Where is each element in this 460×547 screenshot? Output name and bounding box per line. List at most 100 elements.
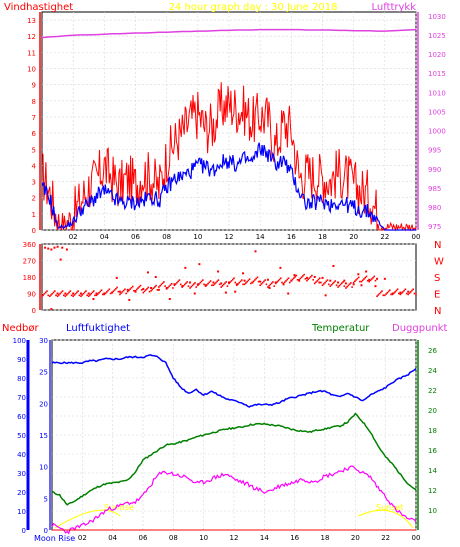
wind-direction-point — [287, 292, 290, 295]
time-tick-label: 22 — [380, 233, 389, 241]
wind-direction-point — [183, 283, 186, 286]
wind-direction-point — [246, 280, 248, 283]
wind-direction-point — [393, 292, 395, 294]
wind-direction-point — [147, 286, 150, 289]
temperature-tick-label: 22 — [428, 387, 437, 395]
wind-direction-point — [198, 263, 201, 266]
wind-direction-point — [42, 294, 45, 296]
wind-direction-point — [296, 278, 299, 281]
wind-direction-point — [361, 279, 364, 282]
direction-tick-label: 360 — [23, 241, 36, 249]
wind-direction-point — [300, 276, 303, 278]
wind-direction-point — [243, 279, 246, 282]
wind-direction-point — [195, 286, 198, 288]
temperature-tick-label: 18 — [428, 427, 437, 435]
wind-direction-point — [342, 281, 344, 283]
time-tick-label: 20 — [349, 233, 358, 241]
wind-direction-point — [170, 282, 173, 285]
wind-direction-point — [108, 288, 111, 291]
wind-direction-point — [411, 289, 413, 292]
precipitation-tick-label: 10 — [17, 508, 26, 516]
wind-speed-tick-label: 9 — [32, 82, 36, 90]
wind-direction-point — [279, 266, 282, 269]
compass-label: W — [434, 257, 444, 268]
wind-direction-point — [400, 292, 403, 294]
pressure-axis-label: Lufttrykk — [371, 2, 416, 13]
wind-direction-point — [335, 284, 338, 287]
wind-direction-point — [78, 294, 81, 297]
wind-direction-point — [230, 280, 233, 282]
precipitation-tick-label: 40 — [17, 451, 26, 459]
wind-direction-point — [206, 284, 208, 286]
wind-direction-point — [154, 286, 156, 288]
wind-direction-point — [396, 288, 399, 291]
dewpoint-line — [51, 465, 417, 535]
time-tick-label: 12 — [225, 233, 234, 241]
compass-label: E — [434, 290, 440, 301]
wind-direction-point — [50, 308, 53, 311]
wind-direction-point — [72, 292, 75, 295]
wind-direction-point — [50, 294, 52, 296]
precipitation-tick-label: 100 — [13, 337, 26, 345]
wind-direction-point — [251, 281, 254, 284]
wind-direction-point — [125, 292, 127, 295]
wind-direction-point — [198, 283, 200, 285]
temperature-tick-label: 10 — [428, 507, 437, 515]
compass-label: N — [434, 306, 441, 317]
wind-direction-point — [148, 290, 151, 293]
wind-direction-point — [184, 266, 187, 269]
wind-direction-point — [407, 290, 410, 293]
wind-direction-point — [204, 285, 207, 287]
wind-direction-point — [305, 276, 308, 279]
wind-gust-line — [41, 82, 417, 232]
wind-direction-point — [294, 276, 296, 278]
wind-direction-point — [95, 292, 98, 295]
wind-direction-point — [352, 281, 355, 284]
wind-direction-point — [331, 282, 334, 285]
precipitation-tick-label: 60 — [17, 413, 26, 421]
temperature-line — [51, 412, 417, 506]
pressure-tick-label: 995 — [428, 147, 441, 155]
wind-direction-point — [58, 294, 60, 296]
wind-direction-point — [279, 277, 282, 280]
wind-direction-point — [217, 279, 220, 281]
wind-direction-point — [213, 283, 216, 285]
wind-direction-point — [197, 284, 199, 287]
wind-direction-point — [83, 291, 86, 294]
wind-direction-point — [91, 291, 94, 294]
wind-direction-point — [126, 290, 129, 293]
wind-direction-point — [283, 281, 286, 283]
wind-direction-point — [322, 283, 325, 285]
temperature-tick-label: 24 — [428, 367, 437, 375]
wind-direction-point — [98, 291, 100, 294]
wind-direction-point — [193, 292, 196, 295]
wind-direction-point — [405, 292, 408, 295]
wind-direction-point — [220, 286, 223, 288]
wind-direction-point — [347, 284, 350, 287]
time-tick-label: 00 — [412, 233, 421, 241]
wind-direction-point — [370, 278, 373, 280]
time-tick-label: 16 — [287, 233, 296, 241]
wind-direction-point — [272, 281, 274, 283]
time-tick-label: 18 — [321, 534, 330, 542]
wind-direction-point — [299, 277, 302, 280]
wind-direction-point — [325, 280, 328, 283]
wind-direction-point — [146, 287, 148, 290]
pressure-tick-label: 1020 — [428, 51, 446, 59]
wind-direction-point — [53, 246, 56, 249]
wind-direction-point — [304, 278, 307, 280]
wind-direction-point — [130, 287, 133, 289]
time-tick-label: 10 — [199, 534, 208, 542]
humidity-tick-label: 15 — [39, 432, 48, 440]
wind-direction-point — [181, 285, 184, 288]
wind-speed-tick-label: 5 — [32, 146, 36, 154]
time-tick-label: 06 — [131, 233, 140, 241]
wind-direction-point — [168, 298, 171, 300]
wind-direction-point — [399, 293, 402, 296]
wind-direction-point — [174, 283, 177, 285]
precipitation-tick-label: 70 — [17, 394, 26, 402]
wind-direction-point — [73, 294, 76, 296]
time-tick-label: 18 — [318, 233, 327, 241]
humidity-tick-label: 0 — [44, 527, 48, 535]
wind-direction-point — [138, 286, 141, 288]
